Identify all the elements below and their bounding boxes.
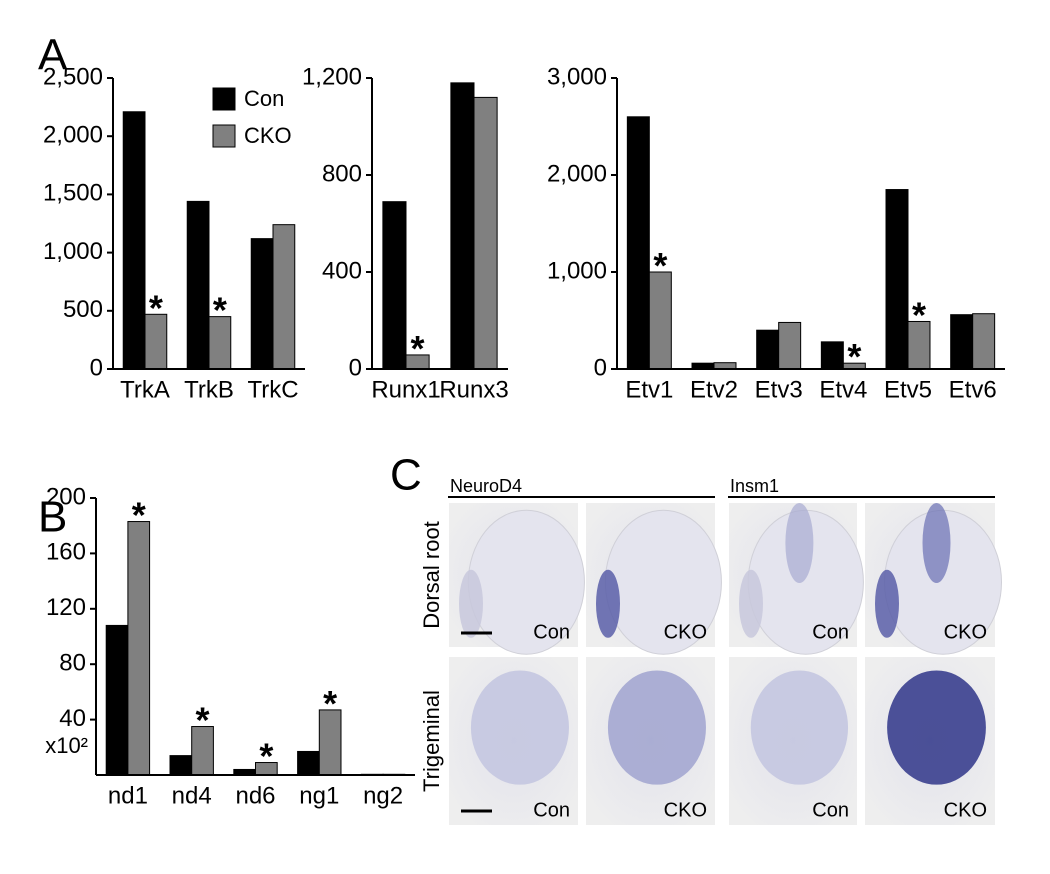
y-tick-label: 40 — [59, 705, 86, 732]
x-tick-label: Etv4 — [819, 376, 867, 403]
x-tick-label: TrkC — [247, 376, 298, 403]
significance-marker: * — [213, 290, 227, 331]
bar — [778, 321, 802, 370]
y-tick-label: 1,500 — [43, 180, 103, 207]
legend-label: Con — [244, 86, 284, 111]
stain — [785, 503, 814, 583]
x-tick-label: Etv5 — [884, 376, 932, 403]
significance-marker: * — [323, 683, 337, 724]
bar — [105, 624, 129, 776]
y-tick-label: 2,000 — [547, 160, 607, 187]
legend-label: CKO — [244, 123, 292, 148]
x-tick-label: Etv2 — [690, 376, 738, 403]
significance-marker: * — [653, 245, 667, 286]
stain — [922, 503, 951, 583]
bar — [250, 238, 274, 370]
image-label: Con — [812, 621, 849, 643]
y-tick-label: 200 — [46, 483, 86, 510]
image-label: Con — [533, 799, 570, 821]
ganglion — [750, 670, 849, 785]
panel-label: B — [38, 493, 67, 542]
ganglion — [607, 670, 706, 785]
ganglion — [470, 670, 569, 785]
column-header: Insm1 — [730, 476, 779, 496]
x-tick-label: Etv1 — [625, 376, 673, 403]
y-tick-label: 1,000 — [547, 257, 607, 284]
x-tick-label: Etv3 — [755, 376, 803, 403]
image-label: CKO — [664, 621, 707, 643]
bar — [127, 521, 151, 776]
x-tick-label: Etv6 — [949, 376, 997, 403]
bar — [648, 271, 672, 370]
bar — [950, 314, 974, 370]
bar — [297, 750, 320, 776]
x-tick-label: nd1 — [108, 782, 148, 809]
ganglion — [596, 569, 620, 638]
row-label: Trigeminal — [419, 690, 444, 792]
y-tick-label: 120 — [46, 594, 86, 621]
panel-label: A — [38, 31, 68, 80]
bar — [626, 116, 650, 370]
y-unit: x10² — [45, 733, 88, 758]
x-tick-label: nd6 — [235, 782, 275, 809]
significance-marker: * — [259, 736, 273, 777]
y-tick-label: 1,200 — [302, 63, 362, 90]
significance-marker: * — [411, 328, 425, 369]
image-label: Con — [533, 621, 570, 643]
y-tick-label: 0 — [349, 354, 362, 381]
bar — [972, 313, 996, 370]
significance-marker: * — [132, 495, 146, 536]
bar — [820, 341, 844, 370]
bar — [756, 329, 780, 370]
y-tick-label: 160 — [46, 539, 86, 566]
y-tick-label: 1,000 — [43, 238, 103, 265]
bar — [473, 96, 498, 370]
legend-swatch — [212, 87, 236, 111]
image-label: Con — [812, 799, 849, 821]
image-label: CKO — [944, 621, 987, 643]
y-tick-label: 2,500 — [43, 63, 103, 90]
x-tick-label: ng1 — [299, 782, 339, 809]
bar — [272, 224, 296, 370]
x-tick-label: TrkA — [120, 376, 170, 403]
x-tick-label: Runx1 — [371, 376, 440, 403]
y-tick-label: 0 — [90, 354, 103, 381]
ganglion — [459, 569, 483, 638]
x-tick-label: nd4 — [172, 782, 212, 809]
y-tick-label: 3,000 — [547, 63, 607, 90]
y-tick-label: 400 — [322, 257, 362, 284]
y-tick-label: 80 — [59, 650, 86, 677]
column-header: NeuroD4 — [450, 476, 522, 496]
ganglion — [875, 569, 899, 638]
image-label: CKO — [944, 799, 987, 821]
bar — [122, 111, 146, 370]
significance-marker: * — [196, 700, 210, 741]
y-tick-label: 0 — [594, 354, 607, 381]
y-tick-label: 2,000 — [43, 122, 103, 149]
bar — [450, 82, 475, 370]
panel-label: C — [390, 451, 422, 500]
bar — [169, 755, 193, 776]
ganglion — [887, 670, 986, 785]
bar — [382, 201, 407, 370]
bar — [885, 189, 909, 370]
x-tick-label: Runx3 — [439, 376, 508, 403]
row-label: Dorsal root — [419, 521, 444, 629]
x-tick-label: ng2 — [363, 782, 403, 809]
legend-swatch — [212, 124, 236, 148]
significance-marker: * — [847, 336, 861, 377]
ganglion — [739, 569, 763, 638]
image-label: CKO — [664, 799, 707, 821]
significance-marker: * — [912, 294, 926, 335]
x-tick-label: TrkB — [184, 376, 234, 403]
bar — [186, 200, 210, 370]
y-tick-label: 500 — [63, 296, 103, 323]
y-tick-label: 800 — [322, 160, 362, 187]
significance-marker: * — [149, 287, 163, 328]
